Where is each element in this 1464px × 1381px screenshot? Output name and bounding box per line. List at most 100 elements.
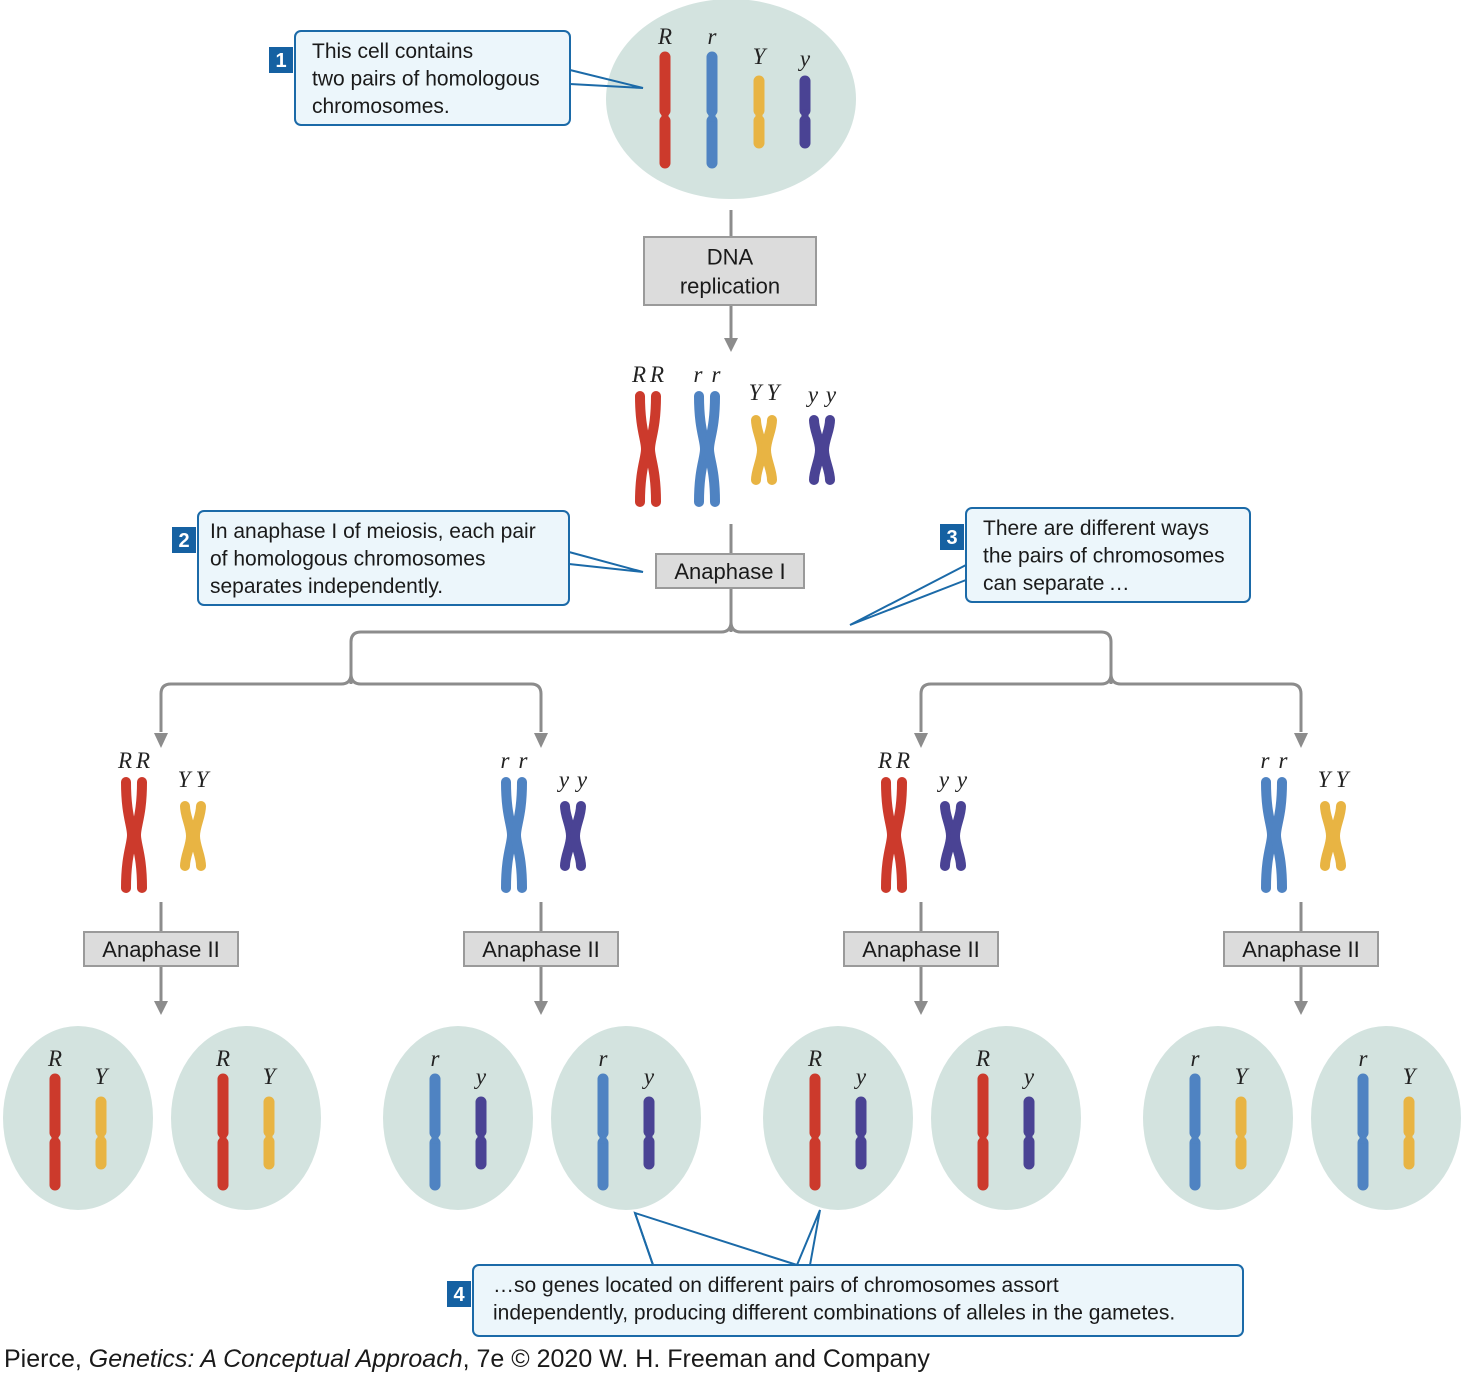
allele-label: r (712, 362, 722, 387)
step-number-badge (447, 1281, 471, 1307)
allele-label: R (649, 362, 664, 387)
allele-label: Y (196, 767, 211, 792)
callout-box (294, 30, 571, 126)
allele-label: R (47, 1046, 62, 1071)
allele-label: R (117, 748, 132, 773)
step-number: 4 (453, 1284, 465, 1306)
allele-label: y (557, 767, 570, 792)
gamete-cell (551, 1026, 701, 1210)
step-number-badge (269, 47, 293, 73)
allele-label: Y (1336, 767, 1351, 792)
allele-label: y (937, 767, 950, 792)
credit-book-title: Genetics: A Conceptual Approach (88, 1345, 463, 1373)
allele-label: Y (749, 380, 764, 405)
replicated-chromosome-allele-Y-dominant (1320, 801, 1346, 871)
credit-edition-publisher: , 7e © 2020 W. H. Freeman and Company (462, 1345, 930, 1373)
parent-cell (606, 0, 856, 199)
allele-label: Y (1235, 1064, 1250, 1089)
allele-label: y (575, 767, 588, 792)
allele-label: R (807, 1046, 822, 1071)
callout-box (472, 1264, 1244, 1337)
callout-4: …so genes located on different pairs of … (447, 1211, 1244, 1337)
gamete-cell (383, 1026, 533, 1210)
allele-label: r (1279, 748, 1289, 773)
arrow-head-icon (914, 1001, 928, 1015)
replicated-chromosome-allele-Y-dominant (751, 415, 777, 485)
dna-replication-step-label: replication (680, 274, 780, 299)
step-number: 1 (275, 50, 286, 72)
credit-author: Pierce, (4, 1345, 89, 1373)
branch-connector (919, 673, 1303, 732)
copyright-credit: Pierce, Genetics: A Conceptual Approach,… (4, 1345, 930, 1374)
replicated-chromosome-allele-y-recessive (809, 415, 835, 485)
allele-label: R (631, 362, 646, 387)
replicated-chromosome-allele-r-recessive (1261, 777, 1287, 893)
callout-pointer (849, 564, 967, 626)
allele-label: Y (263, 1064, 278, 1089)
replicated-chromosome-allele-y-recessive (560, 801, 586, 871)
replicated-chromosome-allele-r-recessive (694, 391, 720, 507)
callout-box (197, 510, 570, 606)
callout-pointer (796, 1209, 821, 1266)
arrow-head-icon (724, 338, 738, 352)
callout-text-line: two pairs of homologous (312, 68, 540, 91)
arrow-head-icon (534, 733, 548, 748)
arrow-head-icon (154, 733, 168, 748)
allele-label: Y (178, 767, 193, 792)
allele-label: R (877, 748, 892, 773)
gamete-cell (3, 1026, 153, 1210)
anaphase-2-step: Anaphase II (843, 931, 999, 967)
callout-2: In anaphase I of meiosis, each pair of ho… (172, 510, 644, 606)
gamete-cell (1311, 1026, 1461, 1210)
allele-label: r (1191, 1046, 1201, 1071)
allele-label: R (657, 24, 672, 49)
allele-label: y (798, 46, 811, 71)
callout-text-line: the pairs of chromosomes (983, 545, 1225, 568)
allele-label: R (975, 1046, 990, 1071)
allele-label: r (694, 362, 704, 387)
callout-pointer (634, 1212, 654, 1266)
allele-label: r (1359, 1046, 1369, 1071)
allele-label: r (599, 1046, 609, 1071)
anaphase-2-step: Anaphase II (83, 931, 239, 967)
branch-connector (349, 621, 1113, 684)
anaphase-2-step-label: Anaphase II (482, 937, 599, 962)
anaphase-2-step-label: Anaphase II (862, 937, 979, 962)
allele-label: r (431, 1046, 441, 1071)
gamete-cell (171, 1026, 321, 1210)
step-number-badge (940, 524, 964, 550)
callout-text-line: of homologous chromosomes (210, 548, 485, 571)
replicated-chromosome-allele-r-recessive (501, 777, 527, 893)
allele-label: y (1022, 1064, 1035, 1089)
callout-text-line: independently, producing different combi… (493, 1302, 1175, 1325)
dna-replication-step: DNA replication (643, 236, 817, 306)
anaphase-2-step: Anaphase II (1223, 931, 1379, 967)
allele-label: r (1261, 748, 1271, 773)
allele-label: y (824, 382, 837, 407)
replicated-chromosome-allele-R-dominant (881, 777, 907, 893)
callout-text-line: chromosomes. (312, 95, 450, 118)
dna-replication-step-label: DNA (707, 245, 754, 270)
allele-label: R (215, 1046, 230, 1071)
allele-label: y (806, 382, 819, 407)
allele-label: r (708, 24, 718, 49)
allele-label: R (895, 748, 910, 773)
allele-label: Y (95, 1064, 110, 1089)
anaphase-2-step: Anaphase II (463, 931, 619, 967)
allele-label: y (955, 767, 968, 792)
arrow-head-icon (1294, 733, 1308, 748)
allele-label: Y (753, 44, 768, 69)
arrow-head-icon (914, 733, 928, 748)
branch-connector (159, 673, 543, 732)
callout-box (965, 507, 1251, 603)
replicated-chromosome-allele-R-dominant (121, 777, 147, 893)
callout-text-line: can separate … (983, 572, 1130, 595)
callout-3: There are different ways the pairs of chr… (849, 507, 1251, 626)
allele-label: y (854, 1064, 867, 1089)
gamete-cell (763, 1026, 913, 1210)
allele-label: r (519, 748, 529, 773)
gamete-cell (931, 1026, 1081, 1210)
anaphase-1-step-label: Anaphase I (674, 559, 785, 584)
anaphase-2-step-label: Anaphase II (1242, 937, 1359, 962)
callout-text-line: There are different ways (983, 517, 1209, 540)
